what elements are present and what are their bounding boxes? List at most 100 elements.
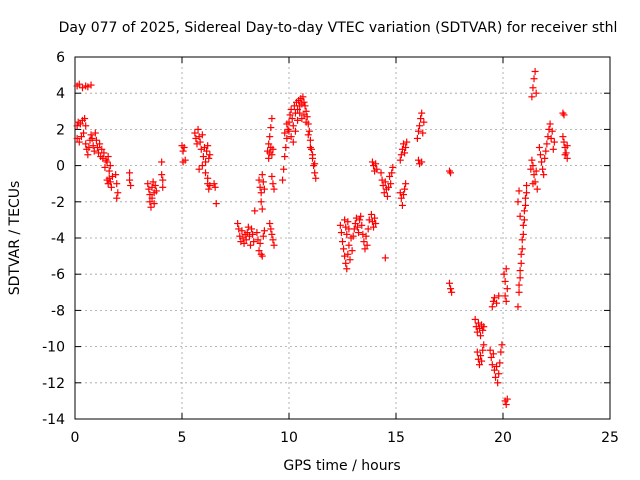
y-tick-label: -14 (42, 412, 65, 428)
data-point (91, 129, 99, 137)
data-point (541, 154, 549, 162)
data-point (234, 220, 242, 228)
x-tick-label: 25 (601, 430, 619, 446)
data-point (503, 285, 511, 293)
data-point (199, 153, 207, 161)
data-point (152, 187, 160, 195)
data-point (256, 239, 264, 247)
data-point (255, 176, 263, 184)
data-point (396, 189, 404, 197)
data-point (98, 145, 106, 153)
data-point (238, 227, 246, 235)
data-point (85, 144, 93, 151)
y-tick-label: -6 (51, 267, 65, 283)
data-point (398, 201, 406, 209)
data-point (488, 303, 496, 311)
data-point (80, 129, 88, 137)
data-point (78, 84, 86, 92)
data-point (180, 144, 188, 151)
data-point (150, 200, 158, 208)
data-point (527, 165, 535, 173)
data-point (501, 277, 509, 285)
data-point (198, 162, 206, 170)
data-point (281, 153, 289, 161)
data-point (521, 194, 529, 202)
x-axis-title: GPS time / hours (283, 458, 400, 474)
data-point (536, 151, 544, 159)
data-point (106, 162, 114, 170)
data-point (358, 221, 366, 229)
data-point (532, 89, 540, 97)
data-point (414, 156, 422, 164)
data-point (357, 212, 365, 220)
data-point (356, 216, 364, 224)
data-point (268, 115, 276, 123)
data-point (403, 138, 411, 146)
data-point (501, 292, 509, 300)
data-point (210, 180, 218, 188)
data-point (240, 239, 248, 247)
x-tick-label: 15 (387, 430, 405, 446)
data-point (532, 167, 540, 175)
data-point (144, 180, 152, 188)
data-point (559, 109, 567, 117)
data-point (370, 223, 378, 231)
data-point (267, 225, 275, 233)
data-point (377, 169, 385, 177)
data-point (312, 174, 320, 182)
y-tick-labels: -14 -12 -10 -8 -6 -4 -2 0 2 4 6 (42, 50, 65, 428)
x-tick-labels: 0 5 10 15 20 25 (71, 430, 619, 446)
data-point (211, 183, 219, 191)
data-point (311, 160, 319, 168)
data-point (306, 144, 314, 151)
data-point (547, 134, 555, 142)
data-point (101, 163, 109, 171)
data-point (113, 194, 121, 202)
data-point (242, 236, 250, 244)
data-point (531, 67, 539, 75)
data-point (348, 247, 356, 255)
data-point (305, 127, 313, 135)
data-point (269, 145, 277, 153)
data-point (255, 247, 263, 255)
data-point (351, 220, 359, 228)
data-point (281, 129, 289, 137)
data-point (548, 127, 556, 135)
data-point (205, 185, 213, 193)
data-point (251, 207, 259, 215)
data-point (105, 167, 113, 175)
axis-ticks (74, 56, 611, 420)
y-axis-title: SDTVAR / TECUs (7, 181, 23, 296)
data-point (479, 326, 487, 334)
data-point (478, 357, 486, 365)
data-point (495, 292, 503, 300)
grid-lines (75, 57, 610, 419)
data-point (381, 254, 389, 262)
data-point (88, 134, 96, 142)
data-point (194, 125, 202, 133)
data-point (413, 134, 421, 142)
data-point (195, 165, 203, 173)
data-point (289, 138, 297, 146)
data-point (181, 156, 189, 164)
data-point (288, 115, 296, 123)
data-point (447, 285, 455, 293)
x-tick-label: 0 (71, 430, 80, 446)
data-point (543, 140, 551, 148)
data-point (515, 187, 523, 195)
data-point (269, 180, 277, 188)
data-point (402, 180, 410, 188)
data-point (159, 176, 167, 184)
data-point (265, 140, 273, 148)
data-point (196, 138, 204, 146)
data-point (268, 230, 276, 238)
data-point (514, 303, 522, 311)
data-point (307, 145, 315, 153)
data-point (260, 185, 268, 193)
data-point (343, 230, 351, 238)
data-point (562, 149, 570, 157)
data-point (446, 279, 453, 287)
data-point (518, 245, 526, 253)
data-point (447, 169, 455, 177)
data-point (362, 232, 370, 240)
